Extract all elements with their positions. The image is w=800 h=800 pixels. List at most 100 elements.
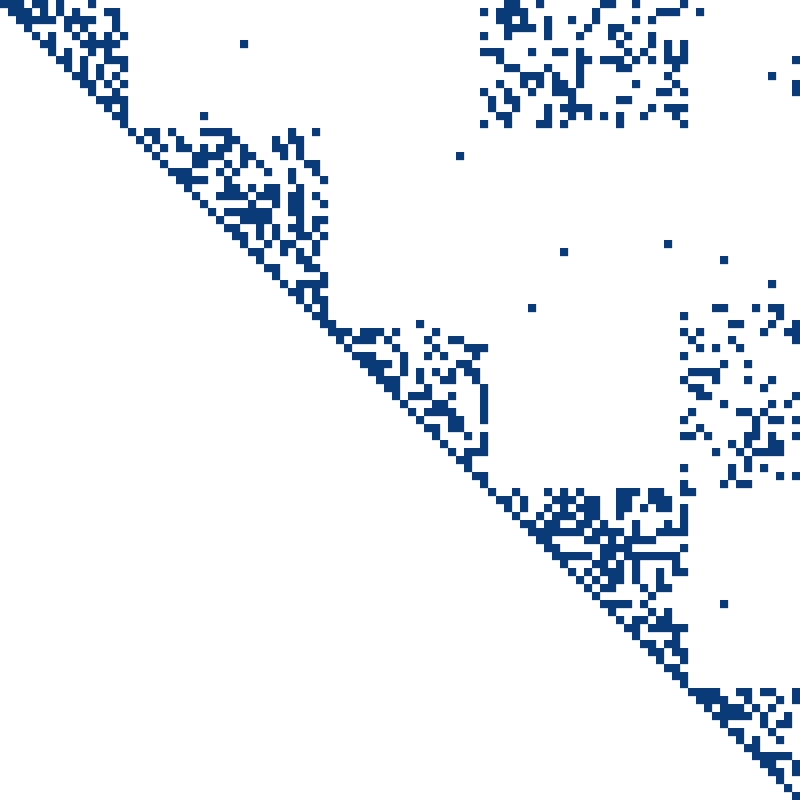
nonzero-cell (776, 304, 785, 313)
nonzero-cell (688, 688, 697, 697)
nonzero-cell (272, 264, 281, 273)
nonzero-cell (504, 0, 513, 9)
nonzero-cell (656, 616, 665, 625)
nonzero-cell (80, 56, 89, 65)
nonzero-cell (616, 488, 625, 497)
nonzero-cell (688, 368, 697, 377)
nonzero-cell (448, 376, 457, 385)
nonzero-cell (40, 40, 49, 49)
nonzero-cell (704, 696, 713, 705)
nonzero-cell (480, 432, 489, 441)
nonzero-cell (768, 304, 777, 313)
nonzero-cell (448, 408, 457, 417)
nonzero-cell (736, 320, 745, 329)
nonzero-cell (680, 376, 689, 385)
nonzero-cell (520, 72, 529, 81)
nonzero-cell (176, 136, 185, 145)
nonzero-cell (736, 736, 745, 745)
nonzero-cell (584, 112, 593, 121)
nonzero-cell (48, 32, 57, 41)
nonzero-cell (784, 328, 793, 337)
nonzero-cell (528, 88, 537, 97)
nonzero-cell (312, 312, 321, 321)
nonzero-cell (224, 184, 233, 193)
nonzero-cell (792, 472, 800, 481)
nonzero-cell (80, 72, 89, 81)
nonzero-cell (216, 152, 225, 161)
nonzero-cell (680, 328, 689, 337)
nonzero-cell (680, 352, 689, 361)
nonzero-cell (80, 80, 89, 89)
nonzero-cell (200, 160, 209, 169)
nonzero-cell (744, 360, 753, 369)
nonzero-cell (600, 0, 609, 9)
nonzero-cell (312, 240, 321, 249)
nonzero-cell (752, 432, 761, 441)
nonzero-cell (24, 24, 33, 33)
nonzero-cell (480, 8, 489, 17)
nonzero-cell (288, 128, 297, 137)
nonzero-cell (744, 688, 753, 697)
nonzero-cell (480, 120, 489, 129)
nonzero-cell (32, 32, 41, 41)
nonzero-cell (760, 720, 769, 729)
nonzero-cell (544, 536, 553, 545)
nonzero-cell (552, 48, 561, 57)
nonzero-cell (296, 216, 305, 225)
nonzero-cell (336, 328, 345, 337)
nonzero-cell (120, 112, 129, 121)
nonzero-cell (248, 208, 257, 217)
nonzero-cell (168, 168, 177, 177)
nonzero-cell (672, 624, 681, 633)
nonzero-cell (736, 408, 745, 417)
nonzero-cell (320, 216, 329, 225)
nonzero-cell (616, 96, 625, 105)
nonzero-cell (392, 392, 401, 401)
nonzero-cell (704, 392, 713, 401)
nonzero-cell (552, 72, 561, 81)
nonzero-cell (768, 400, 777, 409)
nonzero-cell (672, 8, 681, 17)
nonzero-cell (648, 496, 657, 505)
nonzero-cell (624, 536, 633, 545)
nonzero-cell (96, 72, 105, 81)
nonzero-cell (632, 528, 641, 537)
nonzero-cell (392, 384, 401, 393)
nonzero-cell (592, 560, 601, 569)
nonzero-cell (736, 704, 745, 713)
nonzero-cell (688, 488, 697, 497)
nonzero-cell (696, 344, 705, 353)
nonzero-cell (304, 304, 313, 313)
nonzero-cell (224, 128, 233, 137)
nonzero-cell (568, 568, 577, 577)
nonzero-cell (416, 320, 425, 329)
nonzero-cell (560, 504, 569, 513)
nonzero-cell (792, 688, 800, 697)
nonzero-cell (504, 120, 513, 129)
nonzero-cell (696, 384, 705, 393)
nonzero-cell (112, 40, 121, 49)
nonzero-cell (592, 8, 601, 17)
nonzero-cell (512, 488, 521, 497)
nonzero-cell (560, 48, 569, 57)
nonzero-cell (728, 464, 737, 473)
nonzero-cell (616, 40, 625, 49)
nonzero-cell (608, 600, 617, 609)
nonzero-cell (720, 480, 729, 489)
nonzero-cell (208, 152, 217, 161)
nonzero-cell (768, 448, 777, 457)
nonzero-cell (768, 760, 777, 769)
nonzero-cell (552, 552, 561, 561)
nonzero-cell (240, 40, 249, 49)
nonzero-cell (216, 192, 225, 201)
nonzero-cell (760, 464, 769, 473)
nonzero-cell (456, 336, 465, 345)
nonzero-cell (304, 264, 313, 273)
nonzero-cell (288, 240, 297, 249)
nonzero-cell (784, 784, 793, 793)
nonzero-cell (176, 144, 185, 153)
nonzero-cell (656, 568, 665, 577)
nonzero-cell (208, 128, 217, 137)
nonzero-cell (544, 104, 553, 113)
